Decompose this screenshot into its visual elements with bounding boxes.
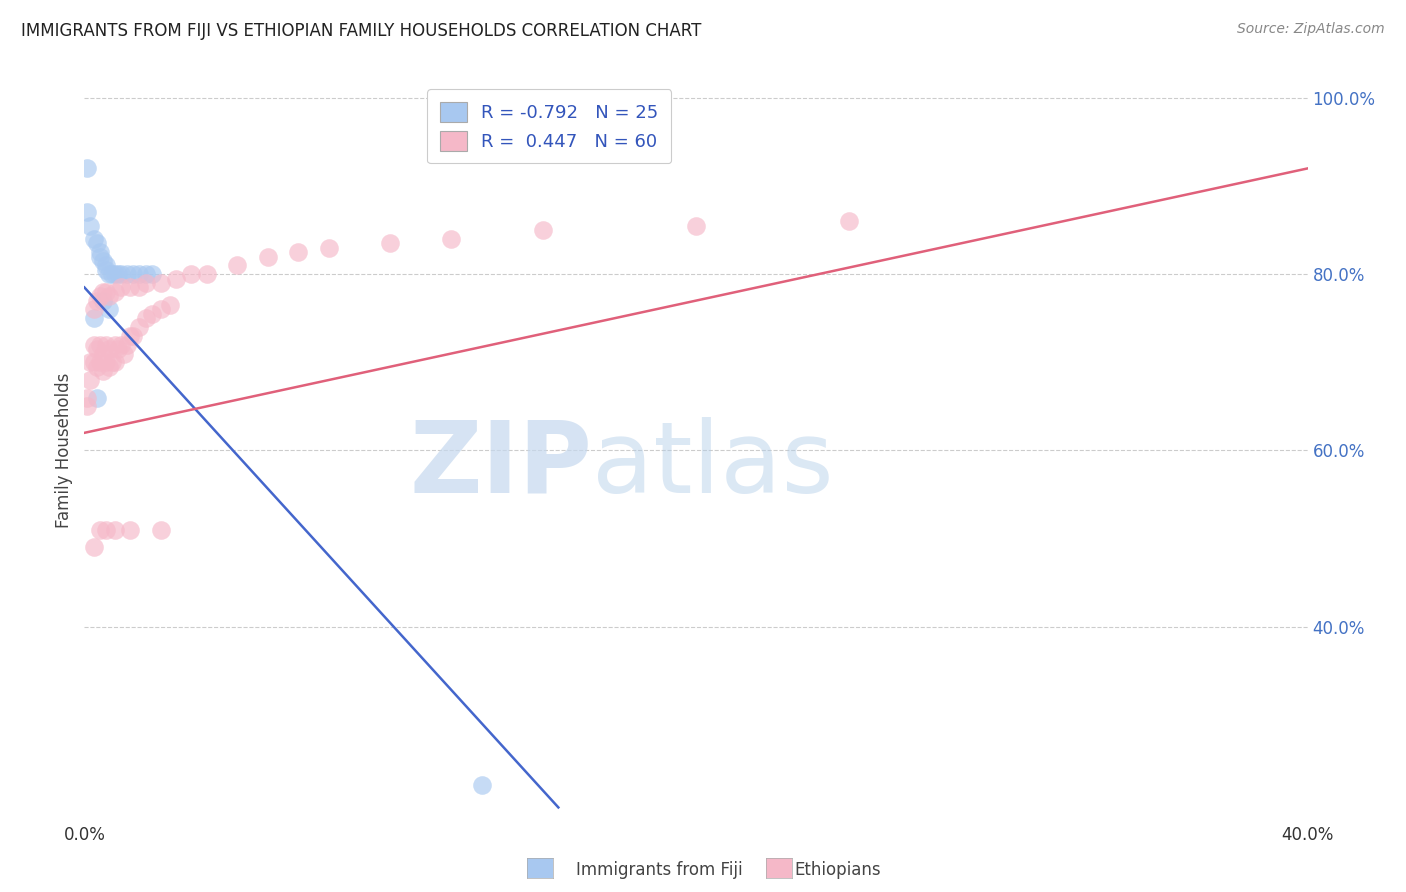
Point <box>97 342 120 356</box>
Point <box>91 364 114 378</box>
Point <box>159 298 181 312</box>
Point <box>83 541 105 555</box>
Point <box>86 342 108 356</box>
Y-axis label: Family Households: Family Households <box>55 373 73 528</box>
Legend: R = -0.792   N = 25, R =  0.447   N = 60: R = -0.792 N = 25, R = 0.447 N = 60 <box>427 89 671 163</box>
Point <box>104 355 127 369</box>
Point <box>165 271 187 285</box>
Point <box>86 391 108 405</box>
Point <box>195 267 218 281</box>
Point <box>110 337 132 351</box>
Point <box>440 232 463 246</box>
Point <box>89 245 111 260</box>
Point <box>76 391 98 405</box>
Point <box>83 355 105 369</box>
Point <box>97 359 120 374</box>
Point <box>94 285 117 299</box>
Point <box>180 267 202 281</box>
Point <box>76 400 98 414</box>
Point <box>97 302 120 317</box>
Point <box>115 267 138 281</box>
Point <box>97 289 120 303</box>
Point <box>122 267 145 281</box>
Text: ZIP: ZIP <box>409 417 592 514</box>
Point <box>79 219 101 233</box>
Point <box>110 267 132 281</box>
Point <box>149 276 172 290</box>
Text: IMMIGRANTS FROM FIJI VS ETHIOPIAN FAMILY HOUSEHOLDS CORRELATION CHART: IMMIGRANTS FROM FIJI VS ETHIOPIAN FAMILY… <box>21 22 702 40</box>
Point <box>89 337 111 351</box>
Point <box>86 236 108 251</box>
Point <box>104 285 127 299</box>
Point <box>101 355 124 369</box>
Text: Immigrants from Fiji: Immigrants from Fiji <box>576 861 744 879</box>
Point <box>135 311 157 326</box>
Point <box>120 523 142 537</box>
Point <box>91 285 114 299</box>
Text: Ethiopians: Ethiopians <box>794 861 882 879</box>
Point <box>135 276 157 290</box>
Text: atlas: atlas <box>592 417 834 514</box>
Point <box>97 267 120 281</box>
Point <box>76 161 98 176</box>
Point <box>94 523 117 537</box>
Point <box>104 267 127 281</box>
Point <box>94 262 117 277</box>
Point <box>94 355 117 369</box>
Point <box>380 236 402 251</box>
Point <box>91 293 114 308</box>
Point <box>838 214 860 228</box>
Point <box>120 280 142 294</box>
Point <box>135 267 157 281</box>
Point <box>122 329 145 343</box>
Point <box>128 267 150 281</box>
Point <box>79 373 101 387</box>
Point <box>79 355 101 369</box>
Point <box>86 293 108 308</box>
Point <box>94 259 117 273</box>
Point <box>107 342 129 356</box>
Point <box>257 250 280 264</box>
Point <box>89 289 111 303</box>
Point <box>149 302 172 317</box>
Point <box>128 320 150 334</box>
Point <box>104 523 127 537</box>
Point <box>107 267 129 281</box>
Point <box>141 267 163 281</box>
Point <box>83 302 105 317</box>
Point <box>91 346 114 360</box>
Point <box>120 329 142 343</box>
Text: Source: ZipAtlas.com: Source: ZipAtlas.com <box>1237 22 1385 37</box>
Point <box>226 259 249 273</box>
Point <box>86 359 108 374</box>
Point <box>83 337 105 351</box>
Point <box>76 205 98 219</box>
Point <box>83 311 105 326</box>
Point <box>685 219 707 233</box>
Point <box>128 280 150 294</box>
Point <box>149 523 172 537</box>
Point <box>89 523 111 537</box>
Point <box>531 223 554 237</box>
Point <box>91 254 114 268</box>
Point <box>94 337 117 351</box>
Point <box>287 245 309 260</box>
Point <box>141 307 163 321</box>
Point <box>112 346 135 360</box>
Point <box>89 250 111 264</box>
Point <box>318 241 340 255</box>
Point <box>101 267 124 281</box>
Point <box>115 337 138 351</box>
Point <box>89 355 111 369</box>
Point <box>104 337 127 351</box>
Point <box>471 778 494 792</box>
Point <box>110 280 132 294</box>
Point <box>83 232 105 246</box>
